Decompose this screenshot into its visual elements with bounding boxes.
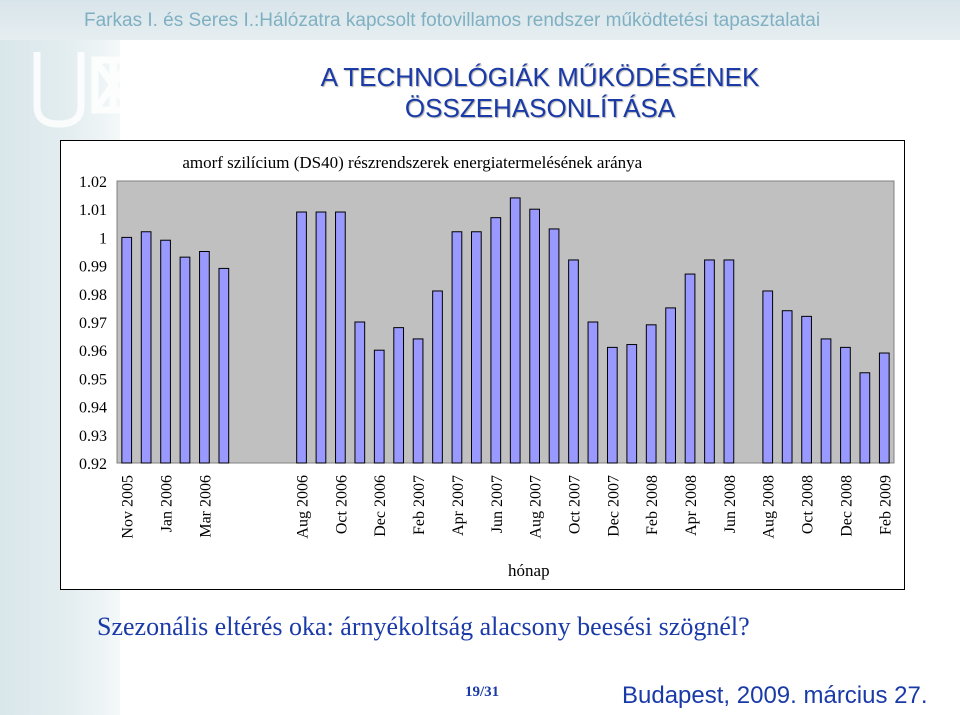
bar (471, 231, 482, 464)
bar (704, 259, 715, 464)
x-tick-label: Feb 2009 (877, 475, 894, 535)
x-tick-label: Feb 2008 (644, 475, 661, 535)
x-tick-label: Dec 2008 (838, 475, 855, 537)
bar (412, 338, 424, 464)
bar (665, 307, 676, 464)
slide-title: A TECHNOLÓGIÁK MŰKÖDÉSÉNEK ÖSSZEHASONLÍT… (300, 62, 780, 124)
x-tick-label: Oct 2006 (333, 475, 350, 534)
chart-title: amorf szilícium (DS40) részrendszerek en… (182, 153, 642, 172)
y-tick-label: 0.99 (79, 259, 107, 276)
place-and-date: Budapest, 2009. március 27. (622, 682, 928, 709)
x-tick-label: Nov 2005 (120, 475, 137, 539)
bar (354, 321, 366, 464)
bar (490, 217, 502, 464)
x-tick-label: Apr 2007 (450, 475, 467, 536)
university-logo-icon (33, 52, 193, 128)
bar (393, 327, 405, 464)
x-tick-label: Jun 2007 (489, 475, 506, 533)
bar (781, 310, 793, 464)
bar (606, 346, 618, 464)
bar (568, 259, 579, 464)
bar (820, 338, 832, 464)
bar (160, 239, 171, 464)
bar (529, 208, 540, 464)
x-tick-label: Jan 2006 (159, 475, 176, 532)
bar (315, 211, 327, 464)
page-number: 19/31 (465, 684, 500, 700)
bar (121, 236, 133, 464)
slide-title-line-2: ÖSSZEHASONLÍTÁSA (404, 93, 676, 123)
x-tick-label: Apr 2008 (683, 475, 700, 536)
bar (723, 259, 735, 464)
y-tick-label: 0.93 (79, 428, 107, 445)
x-tick-label: Oct 2008 (800, 475, 817, 534)
x-tick-label: Feb 2007 (411, 475, 428, 535)
plot-area (116, 180, 895, 464)
x-tick-label: Oct 2007 (566, 475, 583, 534)
x-tick-label: Jun 2008 (722, 475, 739, 533)
x-tick-label: Dec 2006 (372, 475, 389, 537)
bar (509, 197, 521, 464)
bar (451, 231, 463, 464)
presentation-header: Farkas I. és Seres I.:Hálózatra kapcsolt… (84, 10, 821, 31)
bar (587, 321, 599, 464)
bar (626, 344, 638, 464)
bar (684, 273, 696, 464)
bar (335, 211, 346, 464)
y-tick-label: 1.01 (79, 202, 107, 219)
bar (432, 290, 443, 464)
x-axis-label: hónap (508, 561, 550, 580)
chart-frame: amorf szilícium (DS40) részrendszerek en… (60, 140, 905, 590)
slide-title-line-1: A TECHNOLÓGIÁK MŰKÖDÉSÉNEK (320, 62, 760, 92)
y-tick-label: 0.98 (79, 287, 107, 304)
bar (140, 231, 152, 464)
bar (645, 324, 657, 464)
bar (373, 349, 385, 464)
bar (179, 256, 191, 464)
top-decor-band (0, 0, 960, 40)
bar (548, 228, 560, 464)
bar (840, 346, 851, 464)
y-tick-label: 1 (99, 230, 107, 247)
x-tick-label: Aug 2006 (295, 475, 312, 539)
y-tick-label: 0.94 (79, 400, 107, 417)
bar (199, 251, 210, 464)
bar (801, 315, 812, 464)
x-tick-label: Mar 2006 (197, 475, 214, 538)
bar (218, 267, 230, 464)
x-tick-label: Dec 2007 (605, 475, 622, 537)
x-tick-label: Aug 2007 (528, 475, 545, 539)
y-tick-label: 0.92 (79, 456, 107, 473)
seasonal-question: Szezonális eltérés oka: árnyékoltság ala… (97, 612, 750, 641)
x-tick-label: Aug 2008 (761, 475, 778, 539)
y-tick-label: 1.02 (79, 174, 107, 191)
y-tick-label: 0.96 (79, 343, 107, 360)
bar (859, 372, 871, 464)
y-tick-label: 0.95 (79, 371, 107, 388)
y-tick-label: 0.97 (79, 315, 107, 332)
bar (878, 352, 890, 464)
bar (296, 211, 307, 464)
bar-chart: amorf szilícium (DS40) részrendszerek en… (79, 153, 895, 580)
bar (762, 290, 774, 464)
